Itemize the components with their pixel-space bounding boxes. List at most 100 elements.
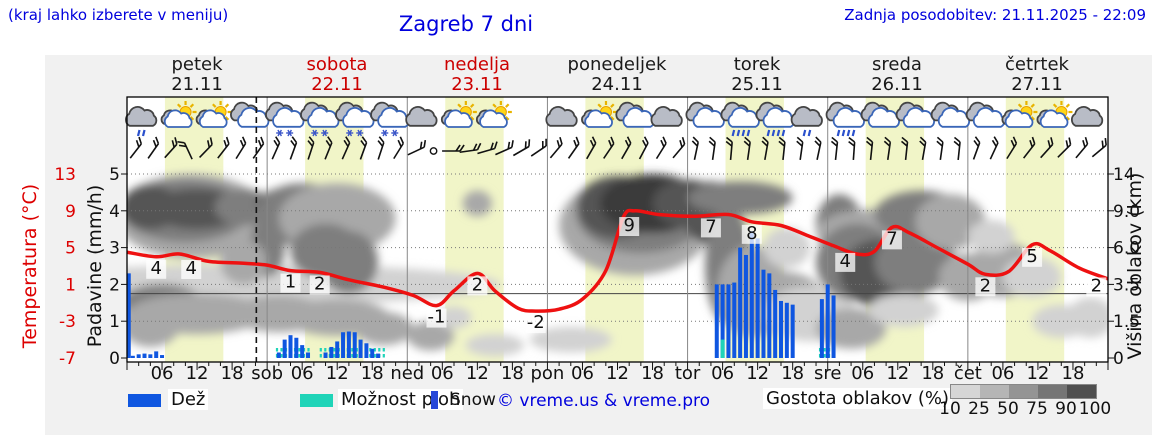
- svg-text:12: 12: [1026, 363, 1049, 384]
- wind-barb: [199, 137, 213, 159]
- weather-icon-cloud-rain: [825, 101, 865, 137]
- wind-barb: [1006, 136, 1018, 160]
- cloud-density-colorbar: [950, 384, 1097, 399]
- wind-barb: [972, 136, 981, 160]
- svg-text:3: 3: [109, 239, 120, 259]
- wind-barb: [1091, 137, 1107, 158]
- svg-text:9: 9: [65, 202, 76, 222]
- colorbar-segment: [980, 385, 1009, 398]
- weather-icon-moon-cloud: [545, 104, 578, 127]
- wind-barb: [814, 136, 822, 160]
- day-date: 24.11: [591, 74, 643, 95]
- wind-barb: [743, 136, 751, 161]
- colorbar-segment: [951, 385, 980, 398]
- day-header-torek: torek 25.11: [687, 55, 827, 95]
- svg-text:sre: sre: [814, 363, 841, 384]
- wind-barb: [393, 136, 405, 160]
- wind-barb: [477, 141, 498, 155]
- rain-legend-label: Dež: [168, 389, 209, 410]
- wind-barb: [865, 136, 874, 161]
- day-header-sobota: sobota 22.11: [267, 55, 407, 95]
- svg-text:12: 12: [746, 363, 769, 384]
- svg-text:18: 18: [921, 363, 944, 384]
- weather-icon-sun-cloud: [1001, 101, 1038, 128]
- svg-text:12: 12: [466, 363, 489, 384]
- weather-icon-sun-cloud: [160, 101, 197, 128]
- svg-text:7: 7: [886, 228, 897, 249]
- wind-barb: [217, 136, 230, 159]
- day-date: 23.11: [451, 74, 503, 95]
- weather-icon-cloud: [895, 101, 936, 128]
- day-date: 27.11: [1011, 74, 1063, 95]
- day-name: torek: [733, 54, 781, 75]
- svg-text:-1: -1: [428, 307, 446, 328]
- copyright-link[interactable]: © vreme.us & vreme.pro: [497, 391, 711, 411]
- weather-icon-moon-cloud: [1070, 104, 1104, 127]
- svg-text:18: 18: [501, 363, 524, 384]
- day-date: 21.11: [171, 74, 223, 95]
- snow-legend-swatch: [431, 391, 438, 409]
- day-header-nedelja: nedelja 23.11: [407, 55, 547, 95]
- day-name: ponedeljek: [567, 54, 667, 75]
- svg-text:12: 12: [886, 363, 909, 384]
- wind-barb: [307, 136, 315, 160]
- shower-legend-label: Možnost ploh: [338, 389, 464, 410]
- wind-barb: [177, 140, 193, 160]
- weather-icon-moon-rain: [790, 104, 823, 137]
- wind-barb: [708, 136, 716, 161]
- location-hint: (kraj lahko izberete v meniju): [8, 6, 229, 24]
- snow-legend-label: Snow: [450, 390, 496, 410]
- svg-text:18: 18: [641, 363, 664, 384]
- weather-icons-row: [125, 101, 1104, 137]
- svg-text:sob: sob: [251, 363, 283, 384]
- wind-barb: [796, 136, 804, 161]
- weather-icon-cloud-snow: [265, 101, 305, 137]
- wind-barb: [512, 139, 531, 157]
- wind-barb: [901, 136, 909, 161]
- svg-text:06: 06: [151, 363, 174, 384]
- wind-barb: [549, 136, 563, 159]
- wind-barb: [638, 136, 649, 160]
- svg-text:5: 5: [1026, 246, 1037, 267]
- weather-icon-sun-cloud: [581, 101, 617, 128]
- colorbar-segment: [1009, 385, 1038, 398]
- wind-barb: [725, 136, 733, 161]
- svg-text:-3: -3: [59, 312, 76, 332]
- wind-barb: [778, 136, 786, 161]
- weather-icon-cloud: [615, 101, 655, 128]
- wind-barb: [1022, 136, 1036, 159]
- day-name: petek: [171, 54, 223, 75]
- wind-barb: [164, 137, 178, 159]
- colorbar-tick-label: 10: [939, 399, 961, 419]
- day-header-četrtek: četrtek 27.11: [967, 55, 1107, 95]
- wind-barb: [883, 136, 892, 161]
- svg-text:06: 06: [571, 363, 594, 384]
- wind-barb: [1075, 136, 1089, 159]
- weather-icon-cloud: [965, 101, 1006, 128]
- weather-icon-cloud: [230, 101, 270, 128]
- svg-text:1: 1: [109, 312, 120, 332]
- svg-text:-7: -7: [59, 349, 76, 369]
- svg-text:-2: -2: [527, 312, 545, 333]
- wind-barb: [442, 144, 465, 152]
- last-update-timestamp: Zadnja posodobitev: 21.11.2025 - 22:09: [844, 6, 1146, 24]
- wind-barb: [359, 136, 368, 160]
- day-date: 25.11: [731, 74, 783, 95]
- svg-text:18: 18: [1062, 363, 1085, 384]
- rain-legend-swatch: [128, 394, 161, 407]
- day-name: sreda: [872, 54, 922, 75]
- svg-text:4: 4: [150, 258, 161, 279]
- colorbar-segment: [1038, 385, 1067, 398]
- svg-text:5: 5: [109, 165, 120, 185]
- day-date: 22.11: [311, 74, 363, 95]
- svg-text:12: 12: [326, 363, 349, 384]
- svg-text:8: 8: [746, 223, 757, 244]
- wind-barb: [761, 136, 769, 161]
- weather-icon-sun-cloud: [440, 101, 477, 128]
- svg-text:5: 5: [65, 239, 76, 259]
- svg-text:12: 12: [606, 363, 629, 384]
- svg-text:ned: ned: [390, 363, 424, 384]
